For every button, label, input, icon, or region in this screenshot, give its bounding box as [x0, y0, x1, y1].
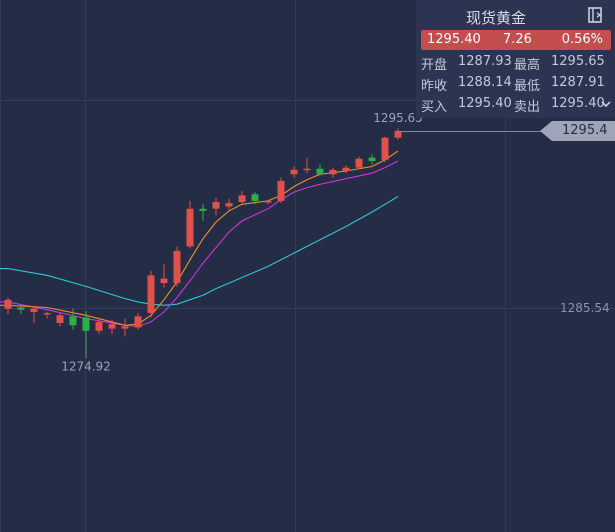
ma-long-line [0, 196, 399, 306]
candle-body [316, 168, 324, 175]
stats-row-prevclose-low: 昨收 1288.14 最低 1287.91 [421, 74, 613, 95]
low-value: 1287.91 [551, 75, 605, 90]
candles [4, 128, 402, 359]
candle-body [160, 278, 168, 284]
quote-panel: 现货黄金 1295.40 7.26 0.56% 开盘 1287.93 最高 12… [416, 0, 615, 118]
candle-body [186, 208, 194, 247]
last-price: 1295.40 [427, 32, 481, 47]
candle-body [342, 167, 350, 171]
candle-body [303, 168, 311, 171]
prev-close-value: 1288.14 [458, 75, 512, 90]
candle-body [225, 203, 233, 207]
candle-body [355, 158, 363, 168]
candle-body [251, 194, 259, 201]
open-label: 开盘 [421, 58, 448, 73]
candle-body [17, 307, 25, 310]
candle-body [173, 250, 181, 284]
candle-body [108, 324, 116, 329]
candle-body [82, 317, 90, 331]
price-markers: 1295.65 1274.92 [61, 111, 541, 373]
ma-short-line [0, 150, 399, 326]
price-change: 7.26 [503, 32, 532, 47]
prev-close-label: 昨收 [421, 79, 448, 94]
candle-body [368, 157, 376, 161]
candle-body [134, 316, 142, 328]
candle-body [238, 195, 246, 203]
price-change-bar: 1295.40 7.26 0.56% [421, 30, 611, 50]
low-label: 最低 [514, 79, 541, 94]
moving-averages [0, 150, 399, 327]
ask-label: 卖出 [514, 100, 541, 115]
current-price-tag-shape [540, 121, 615, 141]
current-price-value: 1295.4 [562, 123, 608, 138]
candle-body [277, 180, 285, 201]
high-label: 最高 [514, 58, 541, 73]
high-value: 1295.65 [551, 54, 605, 69]
candle-body [381, 137, 389, 160]
quote-stats: 开盘 1287.93 最高 1295.65 昨收 1288.14 最低 1287… [421, 53, 613, 116]
candle-body [147, 275, 155, 314]
price-change-percent: 0.56% [561, 32, 603, 47]
chevron-down-icon[interactable] [601, 98, 611, 108]
min-price-marker: 1274.92 [61, 359, 111, 373]
ask-value: 1295.40 [551, 96, 605, 111]
candle-body [121, 326, 129, 329]
candle-body [329, 169, 337, 175]
candle-body [43, 313, 51, 315]
open-value: 1287.93 [458, 54, 512, 69]
ma-mid-line [0, 160, 399, 327]
y-axis-label-lower: 1285.54 [560, 301, 610, 315]
candle-body [69, 316, 77, 326]
candle-body [264, 200, 272, 203]
candle-body [394, 131, 402, 138]
candle-body [199, 208, 207, 211]
candle-body [4, 299, 12, 309]
stats-row-open-high: 开盘 1287.93 最高 1295.65 [421, 53, 613, 74]
candle-body [212, 202, 220, 209]
collapse-panel-icon[interactable] [586, 5, 606, 25]
candle-body [56, 315, 64, 324]
candle-body [95, 321, 103, 331]
max-price-marker: 1295.65 [373, 111, 423, 125]
current-price-tag: 1295.4 [540, 121, 615, 141]
instrument-title: 现货黄金 [465, 9, 526, 27]
bid-label: 买入 [421, 100, 448, 115]
candle-body [30, 308, 38, 312]
bid-value: 1295.40 [458, 96, 512, 111]
candle-body [290, 169, 298, 175]
stats-row-bid-ask[interactable]: 买入 1295.40 卖出 1295.40 [421, 95, 613, 116]
